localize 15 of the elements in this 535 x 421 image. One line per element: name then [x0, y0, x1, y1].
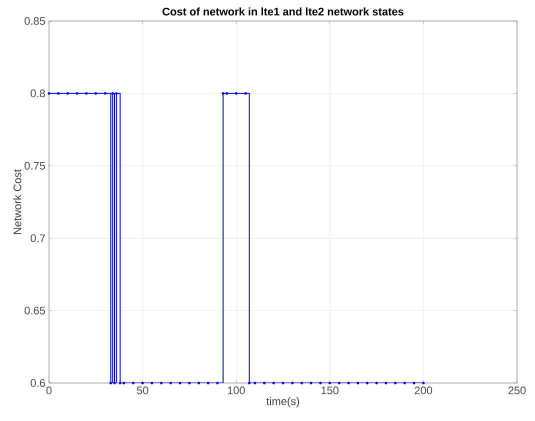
y-tick-label: 0.65 [24, 306, 46, 314]
x-tick-label: 200 [414, 386, 432, 394]
x-tick-label: 150 [321, 386, 339, 394]
chart-title: Cost of network in lte1 and lte2 network states [162, 7, 404, 16]
x-axis-title: time(s) [266, 397, 300, 408]
x-tick-label: 50 [136, 386, 148, 394]
x-tick-label: 250 [508, 386, 526, 394]
y-tick-label: 0.7 [30, 234, 45, 242]
x-tick-label: 100 [228, 386, 245, 394]
y-tick-label: 0.8 [30, 90, 45, 98]
x-tick-label: 0 [46, 386, 52, 394]
y-tick-label: 0.85 [24, 17, 46, 25]
y-axis-title: Network Cost [13, 169, 22, 234]
y-tick-label: 0.6 [30, 379, 45, 387]
y-tick-label: 0.75 [24, 162, 46, 170]
